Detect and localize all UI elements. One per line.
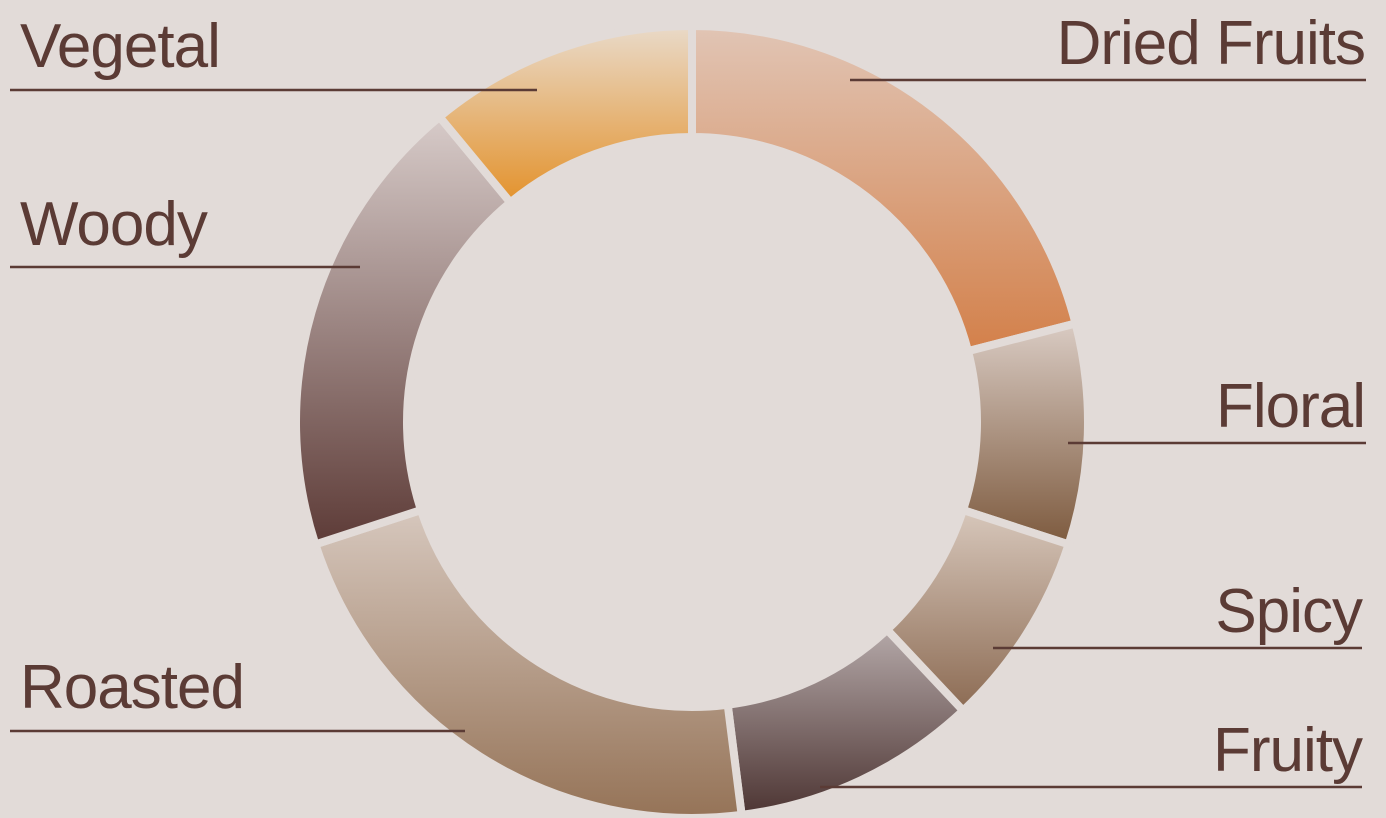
segment-label: Floral [1216, 372, 1365, 441]
donut-segment [310, 505, 747, 818]
segment-label: Dried Fruits [1057, 9, 1365, 78]
segment-label: Vegetal [20, 12, 220, 81]
segment-label: Fruity [1213, 716, 1363, 785]
segment-label: Woody [20, 190, 208, 259]
segment-label: Spicy [1215, 577, 1363, 646]
donut-segment [958, 318, 1092, 550]
segment-label: Roasted [20, 653, 244, 722]
donut-segment [688, 21, 1081, 356]
donut-segment [433, 21, 696, 209]
